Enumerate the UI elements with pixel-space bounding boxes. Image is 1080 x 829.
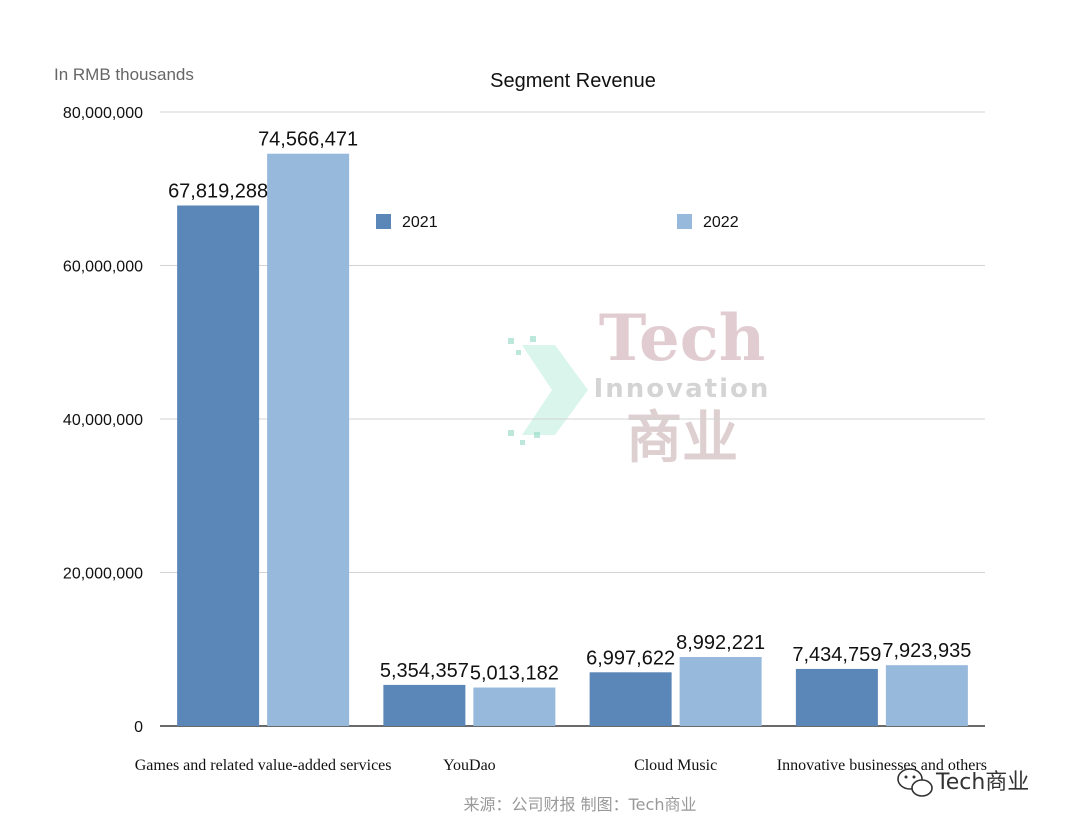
data-label-2021-2: 6,997,622 [586,647,675,669]
bars [177,153,968,727]
bar-2021-2 [589,672,672,726]
unit-label: In RMB thousands [54,65,194,84]
y-tick-label: 80,000,000 [63,105,143,122]
bar-2022-2 [679,656,762,726]
x-tick-label: Innovative businesses and others [777,757,987,774]
brand-badge: Tech商业 [897,768,1029,797]
data-label-2022-0: 74,566,471 [258,129,358,151]
x-tick-label: Games and related value-added services [135,757,392,774]
data-label-2021-0: 67,819,288 [168,180,268,202]
legend-label-2022: 2022 [703,214,739,231]
y-axis-ticks: 0 20,000,000 40,000,000 60,000,000 80,000,00… [63,105,143,736]
x-tick-label: YouDao [443,757,496,774]
y-tick-label: 40,000,000 [63,412,143,429]
bar-2021-0 [177,205,260,727]
watermark: Tech Innovation 商业 [508,301,771,471]
data-label-2022-2: 8,992,221 [676,632,765,654]
chart-title: Segment Revenue [490,70,656,92]
wechat-icon [897,768,933,797]
legend-swatch-2021 [376,214,391,229]
data-label-2022-3: 7,923,935 [882,640,971,662]
watermark-arrow-icon [508,336,588,445]
legend-swatch-2022 [677,214,692,229]
bar-2021-1 [383,684,466,726]
y-tick-label: 20,000,000 [63,566,143,583]
data-label-2022-1: 5,013,182 [470,663,559,685]
legend-label-2021: 2021 [402,214,438,231]
watermark-cn: 商业 [626,406,738,471]
data-label-2021-1: 5,354,357 [380,660,469,682]
x-axis-ticks: Games and related value-added services Yo… [135,757,987,774]
y-tick-label: 0 [134,719,143,736]
bar-2022-3 [885,665,968,726]
source-caption: 来源：公司财报 制图：Tech商业 [464,795,697,814]
bar-2021-3 [795,668,878,726]
watermark-subtitle: Innovation [594,374,771,404]
data-labels: 67,819,288 74,566,471 5,354,357 5,013,182 6,… [168,129,971,685]
watermark-title: Tech [599,301,766,376]
y-tick-label: 60,000,000 [63,259,143,276]
legend: 2021 2022 [376,214,739,231]
bar-2022-1 [473,687,556,726]
x-tick-label: Cloud Music [634,757,717,774]
data-label-2021-3: 7,434,759 [792,644,881,666]
brand-text: Tech商业 [935,770,1029,795]
bar-2022-0 [267,153,350,726]
